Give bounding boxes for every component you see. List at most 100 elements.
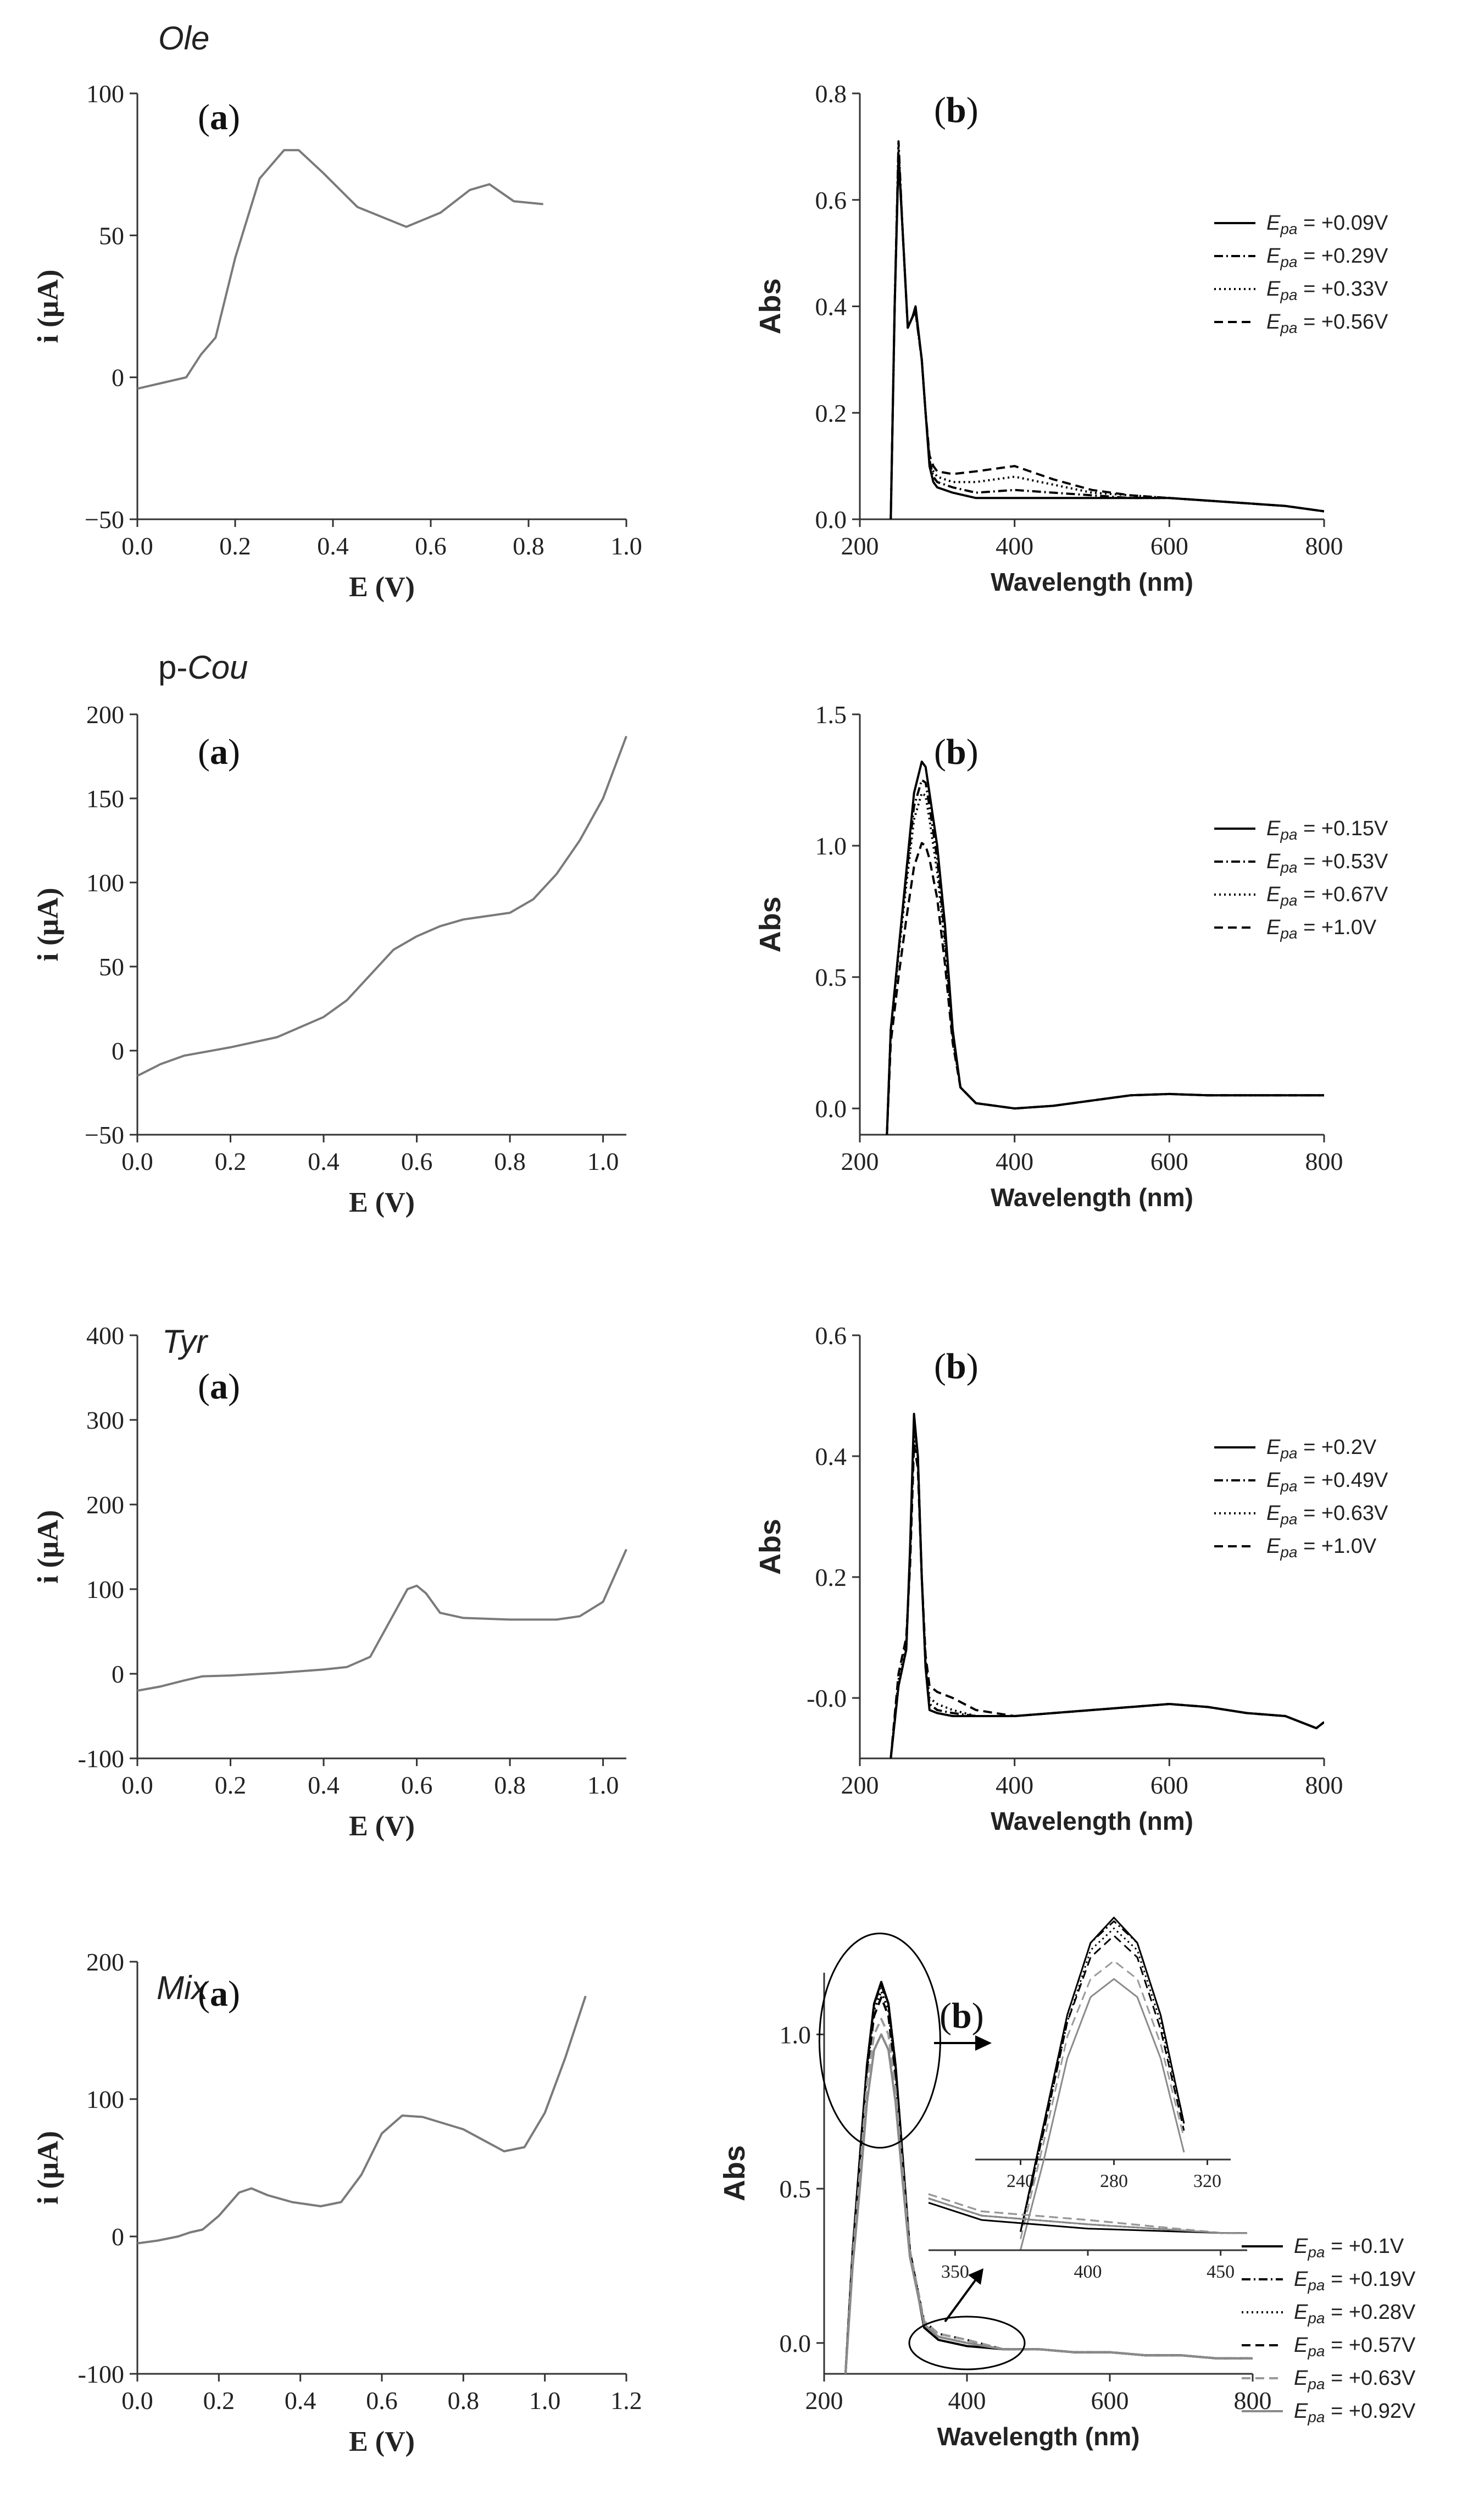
uv-x-tick-label: 400	[948, 2386, 986, 2414]
cv-chart: 0.0 0.2 0.4 0.6 0.8 1.0 −50 0 50 100 E (V) i (μA)	[31, 80, 642, 603]
uv-x-tick-label: 200	[841, 1771, 879, 1799]
uv-legend: Epa = +0.1V Epa = +0.19V Epa = +0.28V Epa =…	[1242, 2235, 1416, 2425]
uv-chart: 200 400 600 800 0.0 0.5 1.0 1.5 Wavelength (nm) A…	[754, 701, 1388, 1212]
cv-x-tick-label: 0.4	[308, 1771, 340, 1799]
uv-series-line	[886, 792, 1324, 1135]
legend-entry: Epa = +0.28V	[1294, 2301, 1416, 2327]
uv-legend: Epa = +0.09V Epa = +0.29V Epa = +0.33V Epa …	[1214, 212, 1388, 336]
uv-y-tick-label: 0.4	[815, 1442, 847, 1470]
cv-x-tick-label: 1.2	[610, 2386, 642, 2414]
compound-name: Mix	[157, 1969, 209, 2006]
panel-tag-b: (b)	[934, 1346, 979, 1386]
uv-y-tick-label: 0.5	[815, 963, 847, 991]
panel-letter: b	[946, 90, 966, 130]
cv-y-tick-label: 150	[86, 785, 124, 813]
cv-y-tick-label: 50	[99, 221, 124, 249]
legend-entry: Epa = +0.92V	[1294, 2400, 1416, 2425]
legend-entry: Epa = +0.63V	[1294, 2367, 1416, 2393]
cv-x-axis-label: E (V)	[349, 2426, 415, 2457]
highlight-ellipse-peak	[818, 1933, 941, 2149]
uv-y-tick-label: -0.0	[807, 1684, 847, 1712]
highlight-ellipse-tail	[908, 2316, 1026, 2371]
cv-x-tick-label: 0.8	[448, 2386, 480, 2414]
uv-x-tick-label: 800	[1305, 1771, 1343, 1799]
uv-series-line	[890, 140, 1324, 519]
uv-chart: 200 400 600 800 0.0 0.2 0.4 0.6 0.8 Wavelength (n…	[754, 80, 1388, 596]
uv-x-tick-label: 400	[996, 1147, 1033, 1175]
uv-x-tick-label: 600	[1150, 1771, 1188, 1799]
uv-series-line	[886, 761, 1324, 1135]
compound-name: Tyr	[162, 1323, 208, 1360]
legend-entry: Epa = +0.09V	[1266, 212, 1388, 237]
uv-x-tick-label: 400	[996, 1771, 1033, 1799]
uv-y-tick-label: 0.0	[815, 1095, 847, 1123]
uv-x-tick-label: 200	[805, 2386, 843, 2414]
cv-curve	[137, 736, 627, 1077]
cv-curve	[137, 1995, 587, 2245]
inset-bottom-series	[928, 2197, 1247, 2234]
uv-series-line	[890, 1413, 1324, 1758]
cv-y-axis-label: i (μA)	[31, 2131, 64, 2205]
compound-label: p-Cou	[158, 649, 248, 686]
panel-letter: b	[946, 1346, 966, 1386]
arrow-head-bottom	[968, 2268, 983, 2285]
legend-entry: Epa = +0.19V	[1294, 2268, 1416, 2294]
cv-x-tick-label: 0.8	[494, 1771, 526, 1799]
uv-y-axis-label: Abs	[718, 2145, 751, 2201]
cv-y-tick-label: 100	[86, 80, 124, 108]
cv-y-tick-label: 50	[99, 953, 124, 981]
cv-y-tick-label: -100	[78, 1745, 124, 1773]
uv-x-axis-label: Wavelength (nm)	[991, 1183, 1193, 1212]
cv-x-axis-label: E (V)	[349, 571, 415, 603]
cv-x-tick-label: 0.0	[121, 2386, 153, 2414]
cv-y-tick-label: 0	[112, 2223, 124, 2251]
inset-bottom-tick-label: 450	[1207, 2262, 1235, 2282]
uv-x-tick-label: 200	[841, 1147, 879, 1175]
uv-series-line	[886, 779, 1324, 1135]
panel-letter: a	[210, 732, 228, 772]
inset-bottom-tick-label: 350	[941, 2262, 969, 2282]
compound-name: Ole	[158, 20, 209, 57]
uv-series-line	[890, 156, 1324, 519]
uv-series-line	[844, 1996, 1253, 2374]
legend-entry: Epa = +0.53V	[1266, 850, 1388, 876]
cv-y-tick-label: 200	[86, 1948, 124, 1976]
panel-letter: a	[210, 1974, 228, 2014]
compound-label: Tyr	[162, 1323, 208, 1360]
cv-y-tick-label: −50	[85, 506, 124, 534]
uv-x-tick-label: 800	[1305, 532, 1343, 560]
inset-bottom-tick-label: 400	[1074, 2262, 1102, 2282]
uv-series-line	[844, 1984, 1253, 2374]
uv-y-tick-label: 0.6	[815, 186, 847, 214]
cv-x-tick-label: 0.8	[494, 1147, 526, 1175]
inset-top-series	[1020, 1917, 1185, 2232]
uv-series-line	[844, 1990, 1253, 2374]
cv-chart: 0.0 0.2 0.4 0.6 0.8 1.0 1.2 -100 0 100 200 E (V) i (…	[31, 1948, 642, 2457]
uv-x-tick-label: 600	[1150, 1147, 1188, 1175]
inset-bottom-series	[928, 2197, 1247, 2234]
cv-x-axis-label: E (V)	[349, 1187, 415, 1218]
panel-tag-b: (b)	[934, 732, 979, 772]
cv-x-tick-label: 0.6	[401, 1147, 433, 1175]
uv-series-line	[890, 145, 1324, 519]
legend-entry: Epa = +0.56V	[1266, 310, 1388, 336]
uv-y-tick-label: 0.0	[780, 2329, 811, 2357]
panel-tag-a: (a)	[198, 732, 240, 772]
cv-x-tick-label: 0.0	[121, 1771, 153, 1799]
compound-name: Cou	[187, 649, 248, 686]
inset-top-tick-label: 280	[1100, 2171, 1128, 2191]
cv-chart: 0.0 0.2 0.4 0.6 0.8 1.0 −50 0 50 100 150 200 E (V) i …	[31, 701, 627, 1218]
cv-x-tick-label: 1.0	[587, 1147, 619, 1175]
uv-y-tick-label: 0.8	[815, 80, 847, 108]
uv-x-axis-label: Wavelength (nm)	[937, 2422, 1140, 2451]
cv-y-tick-label: 0	[112, 1037, 124, 1065]
cv-y-tick-label: 100	[86, 869, 124, 897]
row-cou: p-Cou (a) (b) 0.0 0.2 0.4 0.6 0.8 1.0 −50 0 50 100 15…	[31, 649, 1388, 1218]
legend-entry: Epa = +0.1V	[1294, 2235, 1404, 2261]
cv-x-tick-label: 0.4	[285, 2386, 316, 2414]
panel-letter: a	[210, 97, 228, 137]
inset-top-series	[1020, 1920, 1185, 2232]
cv-x-tick-label: 0.0	[121, 1147, 153, 1175]
cv-x-tick-label: 0.8	[513, 532, 544, 560]
